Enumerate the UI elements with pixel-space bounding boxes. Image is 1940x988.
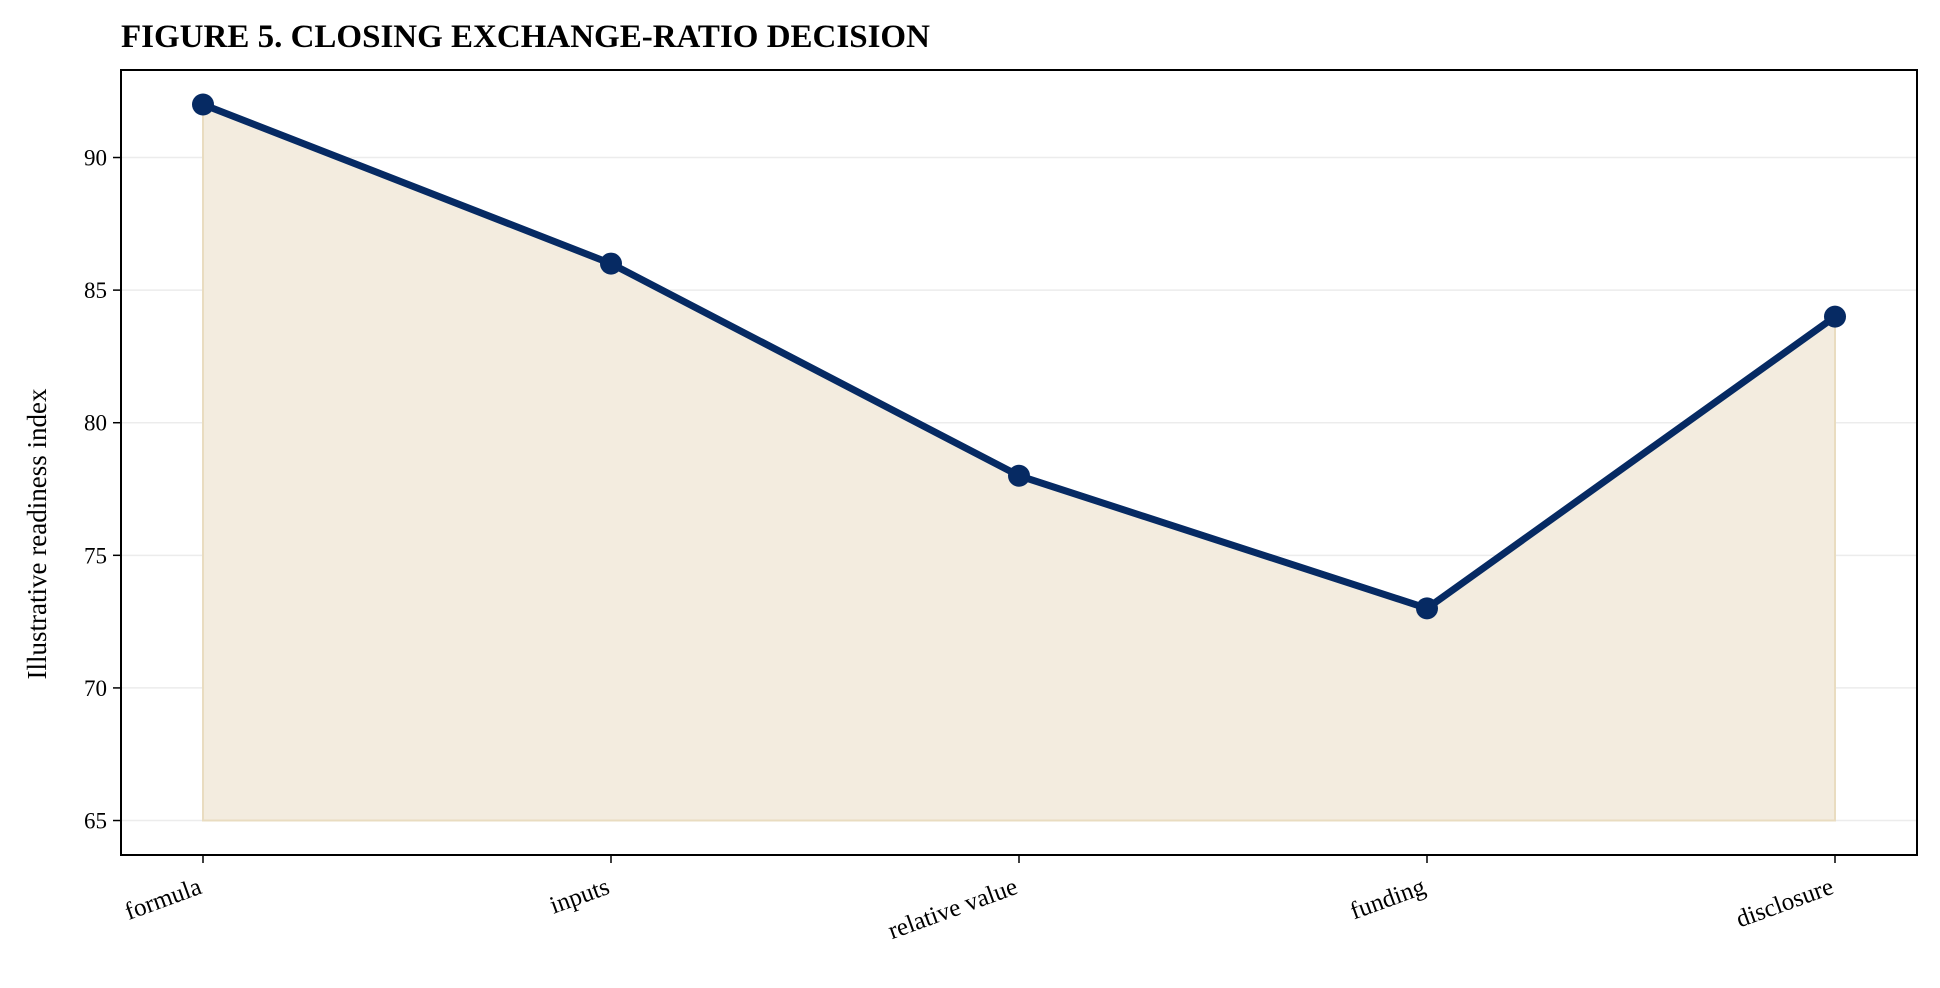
chart-title: FIGURE 5. CLOSING EXCHANGE-RATIO DECISIO… [121,19,930,55]
x-tick-label: funding [1347,873,1430,925]
x-axis: formula inputs relative value funding disclo… [121,855,1837,945]
data-point-marker [1008,464,1030,487]
data-point-marker [1416,597,1438,620]
y-tick-label: 80 [84,411,107,436]
y-axis: 65 70 75 80 85 90 [84,146,121,834]
y-tick-label: 90 [84,146,107,171]
data-point-marker [1824,305,1846,328]
y-tick-label: 65 [84,809,107,834]
area-fill [202,103,1836,822]
marker-layer [192,93,1846,620]
x-tick-label: relative value [885,873,1021,945]
data-point-marker [192,93,214,116]
y-tick-label: 70 [84,676,107,701]
area-layer [202,103,1836,822]
data-point-marker [600,252,622,275]
x-tick-label: inputs [546,873,613,919]
y-tick-label: 85 [84,278,107,303]
y-axis-label: Illustrative readiness index [22,388,52,679]
y-tick-label: 75 [84,543,107,568]
x-tick-label: formula [121,873,205,925]
x-tick-label: disclosure [1733,873,1837,933]
